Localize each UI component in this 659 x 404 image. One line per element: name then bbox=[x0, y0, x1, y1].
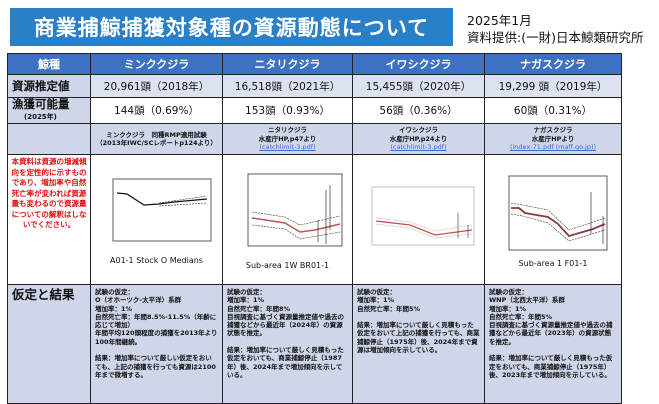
chart-caption: Sub-area 1W BR01-1 bbox=[245, 260, 330, 270]
chart-row: 本資料は資源の増減傾向を定性的に示すものであり、増加率や自然死亡率が変われば資源… bbox=[7, 154, 622, 285]
result-text: 試験の仮定： 増加率：1% 自然死亡率：年間8% 目視調査に基づく資源量推定値や… bbox=[222, 284, 353, 404]
chart-cell-fin: Sub-area 1 F01-1 bbox=[484, 154, 622, 285]
quota-value: 56頭（0.36%） bbox=[352, 97, 485, 124]
result-text: 試験の仮定： 増加率：1% 自然死亡率：年間5% 結果：増加率について厳しく見積… bbox=[352, 284, 485, 404]
estimate-value: 20,961頭（2018年） bbox=[90, 74, 223, 98]
source-line: （2013年IWC/SCレポートp124より） bbox=[96, 139, 217, 147]
source-row: ミンククジラ 同種RMP適用試験 （2013年IWC/SCレポートp124より） … bbox=[7, 123, 622, 155]
source-link[interactable]: (catchlimit-3.pdf) bbox=[390, 143, 447, 152]
whale-stock-table: 鯨種 ミンククジラ ニタリクジラ イワシクジラ ナガスクジラ 資源推定値 20,… bbox=[7, 53, 622, 404]
chart-cell-minke: A01-1 Stock O Medians bbox=[90, 154, 223, 285]
source-cell: ミンククジラ 同種RMP適用試験 （2013年IWC/SCレポートp124より） bbox=[90, 123, 223, 155]
estimate-value: 16,518頭（2021年） bbox=[222, 74, 353, 98]
quota-label: 漁獲可能量 (2025年) bbox=[7, 96, 91, 124]
chart-cell-sei bbox=[352, 154, 485, 285]
source-line: 水産庁HP,p24より bbox=[389, 134, 448, 143]
species-fin: ナガスクジラ bbox=[484, 53, 622, 75]
source-line: ミンククジラ 同種RMP適用試験 bbox=[106, 130, 207, 139]
quota-row: 漁獲可能量 (2025年) 144頭（0.69%） 153頭（0.93%） 56頭… bbox=[7, 96, 622, 124]
sei-trajectory-figure bbox=[371, 186, 474, 246]
source-credit: 資料提供:(一財)日本鯨類研究所 bbox=[467, 30, 644, 45]
quota-year: (2025年) bbox=[24, 112, 57, 121]
quota-value: 144頭（0.69%） bbox=[90, 97, 223, 124]
result-label: 仮定と結果 bbox=[7, 284, 91, 404]
header-row: 鯨種 ミンククジラ ニタリクジラ イワシクジラ ナガスクジラ bbox=[7, 53, 622, 75]
source-cell: イワシクジラ 水産庁HP,p24より (catchlimit-3.pdf) bbox=[352, 123, 485, 155]
source-link[interactable]: (catchlimit-3.pdf) bbox=[259, 143, 316, 152]
source-cell: ナガスクジラ 水産庁HPより (index-71.pdf (maff.go.jp)) bbox=[484, 123, 622, 155]
species-sei: イワシクジラ bbox=[352, 53, 485, 75]
chart-caption: Sub-area 1 F01-1 bbox=[518, 258, 588, 268]
result-text: 試験の仮定： WNP（北西太平洋）系群 増加率：1% 自然死亡率：年間5% 目視… bbox=[484, 284, 622, 404]
source-cell: ニタリクジラ 水産庁HP,p47より (catchlimit-3.pdf) bbox=[222, 123, 353, 155]
date: 2025年1月 bbox=[467, 13, 532, 28]
source-line: ニタリクジラ bbox=[268, 126, 307, 135]
quota-value: 153頭（0.93%） bbox=[222, 97, 353, 124]
source-line: イワシクジラ bbox=[399, 126, 438, 135]
empty-cell bbox=[7, 123, 91, 155]
source-line: 水産庁HP,p47より bbox=[258, 134, 317, 143]
header-meta: 2025年1月 資料提供:(一財)日本鯨類研究所 bbox=[467, 12, 643, 46]
quota-value: 60頭（0.31%） bbox=[484, 97, 622, 124]
estimate-value: 19,299 頭（2019年） bbox=[484, 74, 622, 98]
estimate-row: 資源推定値 20,961頭（2018年） 16,518頭（2021年） 15,4… bbox=[7, 74, 622, 98]
source-line: ナガスクジラ bbox=[533, 126, 573, 135]
minke-trajectory-figure bbox=[112, 178, 211, 241]
source-line: 水産庁HPより bbox=[531, 134, 575, 143]
chart-caption: A01-1 Stock O Medians bbox=[110, 255, 203, 265]
species-minke: ミンククジラ bbox=[90, 53, 223, 75]
page-title: 商業捕鯨捕獲対象種の資源動態について bbox=[10, 8, 453, 46]
fin-trajectory-figure bbox=[508, 175, 608, 250]
quota-label-text: 漁獲可能量 bbox=[12, 96, 70, 111]
estimate-value: 15,455頭（2020年） bbox=[352, 74, 485, 98]
brydes-trajectory-figure bbox=[247, 173, 342, 246]
result-row: 仮定と結果 試験の仮定： O（オホーツク-太平洋）系群 増加率：1% 自然死亡率… bbox=[7, 284, 622, 404]
estimate-label: 資源推定値 bbox=[7, 74, 91, 98]
result-text: 試験の仮定： O（オホーツク-太平洋）系群 増加率：1% 自然死亡率：年間8.5… bbox=[90, 284, 223, 404]
species-brydes: ニタリクジラ bbox=[222, 53, 353, 75]
chart-cell-brydes: Sub-area 1W BR01-1 bbox=[222, 154, 353, 285]
col-header-species: 鯨種 bbox=[7, 53, 91, 75]
disclaimer-note: 本資料は資源の増減傾向を定性的に示すものであり、増加率や自然死亡率が変われば資源… bbox=[7, 154, 91, 285]
source-link[interactable]: (index-71.pdf (maff.go.jp)) bbox=[509, 143, 597, 152]
